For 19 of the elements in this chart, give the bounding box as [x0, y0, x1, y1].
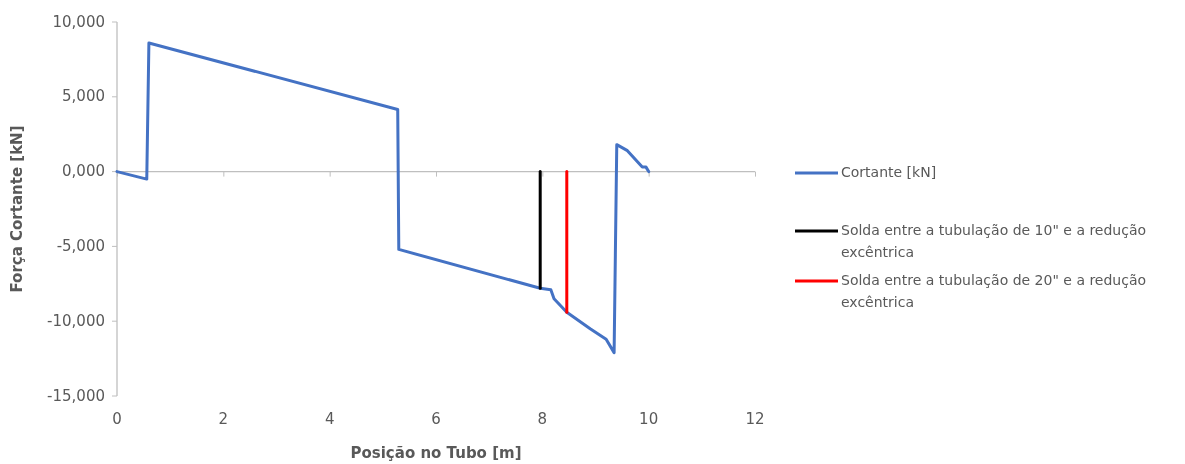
x-tick-label: 2	[218, 410, 229, 428]
y-axis-title: Força Cortante [kN]	[8, 125, 26, 293]
legend-label: Solda entre a tubulação de 20" e a redução excêntrica	[841, 272, 1147, 310]
x-tick-label: 8	[537, 410, 548, 428]
x-tick-label: 12	[745, 410, 765, 428]
legend-label: Solda entre a tubulação de 10" e a redução excêntrica	[841, 222, 1147, 260]
y-tick-label: -15,000	[47, 386, 105, 405]
y-tick-label: -10,000	[47, 311, 105, 330]
x-tick-label: 4	[324, 410, 335, 428]
y-tick-label: 5,000	[62, 87, 105, 106]
y-tick-label: 10,000	[52, 12, 105, 31]
y-tick-label: -5,000	[56, 236, 105, 255]
x-tick-label: 10	[639, 410, 659, 428]
x-axis-title: Posição no Tubo [m]	[350, 444, 522, 462]
legend-label: Cortante [kN]	[841, 164, 937, 180]
y-tick-label: 0,000	[62, 162, 105, 181]
x-tick-label: 6	[431, 410, 441, 428]
x-tick-label: 0	[112, 410, 122, 428]
line-series	[115, 41, 651, 355]
